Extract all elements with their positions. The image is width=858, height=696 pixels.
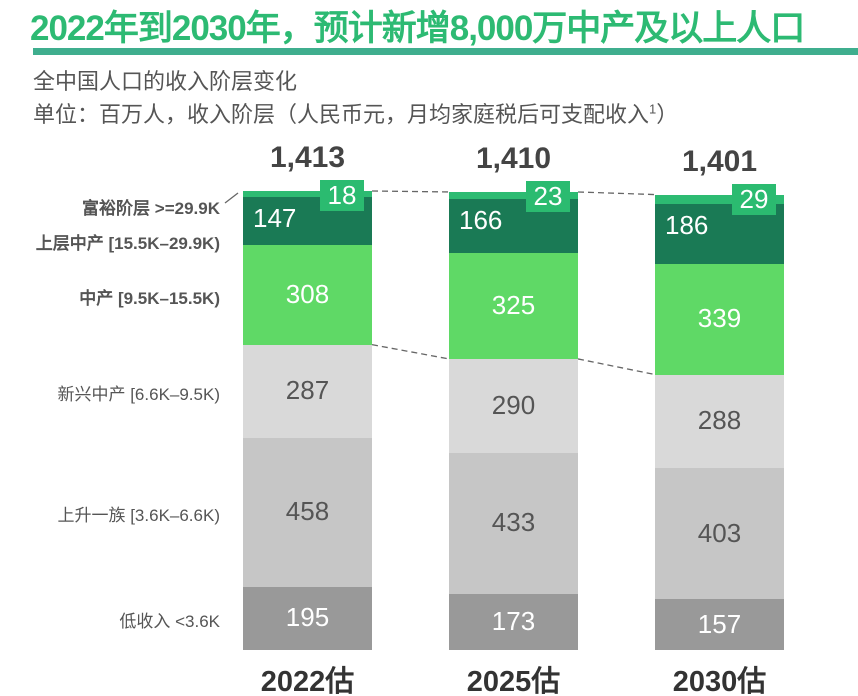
bar-segment (243, 244, 372, 345)
value-label: 147 (253, 202, 297, 233)
value-label: 288 (697, 405, 742, 436)
bar-segment (449, 358, 578, 454)
legend-label: 富裕阶层 >=29.9K (82, 199, 220, 218)
x-tick-label: 2025估 (466, 666, 561, 696)
value-label: 18 (320, 180, 364, 211)
value-label: 186 (665, 209, 709, 240)
legend-label: 低收入 <3.6K (119, 612, 220, 632)
connector-top (371, 190, 450, 193)
bar-segment (655, 468, 784, 599)
value-label: 308 (285, 278, 330, 309)
chart-title: 2022年到2030年，预计新增8,000万中产及以上人口 (30, 9, 805, 48)
bar-segment (243, 191, 372, 197)
unit-note-close: ） (656, 102, 679, 127)
bar-segment (655, 194, 784, 204)
value-label: 287 (285, 375, 330, 406)
value-label: 290 (491, 390, 536, 421)
value-label: 195 (285, 602, 330, 633)
connector-middle-class (371, 344, 450, 360)
footnote-marker: 1 (649, 101, 657, 117)
value-label: 23 (526, 180, 570, 212)
total-label: 1,413 (269, 141, 346, 174)
connector-middle-class (577, 358, 656, 376)
value-label: 325 (491, 290, 536, 321)
value-label: 433 (491, 507, 536, 538)
bar-segment (655, 264, 784, 375)
total-label: 1,401 (681, 144, 758, 178)
legend-label: 上层中产 [15.5K–29.9K) (35, 234, 220, 253)
value-label: 339 (697, 303, 742, 334)
bar-segment (449, 253, 578, 359)
bar-segment (655, 599, 784, 650)
bar-segment (243, 437, 372, 587)
unit-note-text: 单位：百万人，收入阶层（人民币元，月均家庭税后可支配收入 (33, 102, 650, 127)
connector-top (577, 191, 656, 196)
legend-label: 中产 [9.5K–15.5K) (79, 288, 220, 308)
unit-note: 单位：百万人，收入阶层（人民币元，月均家庭税后可支配收入1） (33, 97, 678, 129)
value-label: 29 (732, 183, 776, 215)
x-tick-label: 2030估 (672, 666, 767, 696)
legend-label: 上升一族 [3.6K–6.6K) (57, 506, 220, 526)
bar-segment (243, 344, 372, 438)
title-underline (33, 48, 858, 55)
value-label: 173 (491, 605, 536, 636)
leader-line (224, 192, 239, 204)
legend-label: 新兴中产 [6.6K–9.5K) (57, 385, 220, 405)
value-label: 403 (697, 517, 742, 548)
value-label: 166 (459, 205, 503, 236)
bar-segment (655, 374, 784, 469)
bar-segment (243, 586, 372, 650)
chart-subtitle: 全中国人口的收入阶层变化 (33, 69, 298, 94)
value-label: 458 (285, 496, 330, 527)
bar-segment (449, 593, 578, 650)
bar-segment (449, 453, 578, 594)
total-label: 1,410 (475, 141, 552, 175)
bar-segment (449, 191, 578, 200)
value-label: 157 (697, 608, 742, 639)
x-tick-label: 2022估 (260, 666, 355, 696)
